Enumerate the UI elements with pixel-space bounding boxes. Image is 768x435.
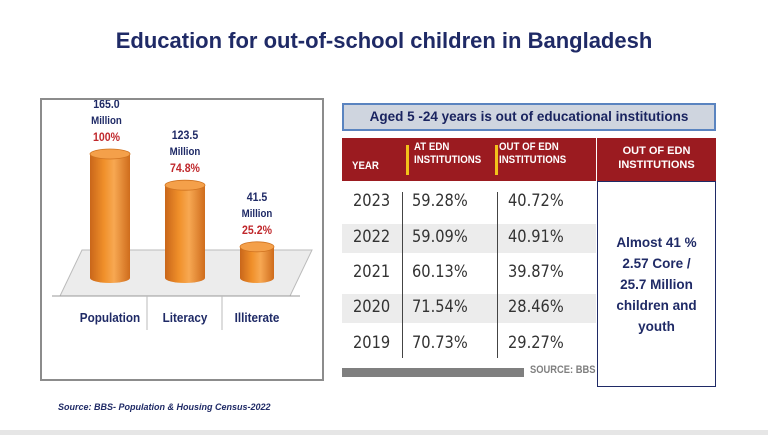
cell-out-edn: 28.46%: [508, 297, 564, 317]
cell-out-edn: 29.27%: [508, 333, 564, 353]
cell-out-edn: 39.87%: [508, 262, 564, 282]
side-text-line: Almost 41 %: [616, 234, 697, 250]
side-panel-text: Almost 41 % 2.57 Core / 25.7 Million chi…: [612, 232, 700, 337]
bar-top: [89, 148, 131, 160]
side-panel: Almost 41 % 2.57 Core / 25.7 Million chi…: [597, 181, 716, 387]
unit-label: Million: [170, 147, 201, 159]
percent-label: 100%: [93, 131, 120, 144]
bar: [165, 185, 205, 283]
table-row: 2022 59.09% 40.91%: [342, 224, 596, 253]
bar-top: [164, 179, 206, 191]
unit-label: Million: [91, 116, 122, 128]
side-text-line: youth: [638, 318, 675, 334]
value-label: 165.0: [93, 100, 119, 111]
cell-year: 2022: [353, 227, 391, 247]
cell-year: 2021: [353, 262, 391, 282]
footer-source: Source: BBS- Population & Housing Census…: [58, 402, 271, 412]
category-label: Literacy: [163, 310, 208, 325]
percent-label: 25.2%: [242, 224, 272, 237]
header-out-line2: INSTITUTIONS: [499, 154, 567, 166]
value-label: 41.5: [247, 191, 268, 204]
header-out-edn: OUT OF EDN INSTITUTIONS: [499, 141, 596, 167]
cell-at-edn: 59.28%: [412, 191, 468, 211]
header-divider: [406, 145, 409, 175]
bar-chart-canvas: 165.0 Million 100% Population 123.5 Million 74…: [52, 100, 313, 330]
table-source-label: SOURCE: BBS: [530, 364, 596, 376]
category-label: Illiterate: [235, 310, 280, 325]
cell-out-edn: 40.91%: [508, 227, 564, 247]
percent-label: 74.8%: [170, 163, 200, 176]
header-out-line1: OUT OF EDN: [499, 141, 559, 153]
bar: [90, 154, 130, 283]
side-text-line: children and: [616, 297, 697, 313]
header-at-line1: AT EDN: [414, 141, 450, 153]
side-panel-header: OUT OF EDN INSTITUTIONS: [597, 138, 716, 181]
header-at-line2: INSTITUTIONS: [414, 154, 482, 166]
column-divider: [402, 192, 403, 358]
cell-year: 2019: [353, 333, 391, 353]
cell-at-edn: 70.73%: [412, 333, 468, 353]
source-bar: [342, 368, 524, 377]
bar-chart: 165.0 Million 100% Population 123.5 Million 74…: [40, 98, 324, 381]
cell-year: 2020: [353, 297, 391, 317]
cell-at-edn: 60.13%: [412, 262, 468, 282]
table-row: 2023 59.28% 40.72%: [342, 188, 596, 217]
table-row: 2020 71.54% 28.46%: [342, 294, 596, 323]
side-text-line: 25.7 Million: [620, 276, 693, 292]
side-header-line1: OUT OF EDN: [622, 145, 691, 157]
bottom-divider: [0, 430, 768, 435]
table-header: YEAR AT EDN INSTITUTIONS OUT OF EDN INST…: [342, 138, 596, 181]
side-text-line: 2.57 Core /: [622, 255, 691, 271]
bar: [240, 246, 274, 283]
table-row: 2021 60.13% 39.87%: [342, 259, 596, 288]
value-label: 123.5: [172, 130, 198, 143]
cell-out-edn: 40.72%: [508, 191, 564, 211]
table-row: 2019 70.73% 29.27%: [342, 330, 596, 359]
cell-year: 2023: [353, 191, 391, 211]
page-title: Education for out-of-school children in …: [115, 28, 653, 53]
header-divider: [495, 145, 498, 175]
side-header-line2: INSTITUTIONS: [618, 159, 695, 171]
cell-at-edn: 71.54%: [412, 297, 468, 317]
cell-at-edn: 59.09%: [412, 227, 468, 247]
table-banner: Aged 5 -24 years is out of educational i…: [342, 103, 716, 131]
column-divider: [497, 192, 498, 358]
category-label: Population: [80, 310, 140, 325]
bar-top: [239, 241, 275, 253]
unit-label: Million: [242, 208, 273, 220]
header-at-edn: AT EDN INSTITUTIONS: [414, 141, 511, 167]
header-year: YEAR: [352, 160, 379, 172]
